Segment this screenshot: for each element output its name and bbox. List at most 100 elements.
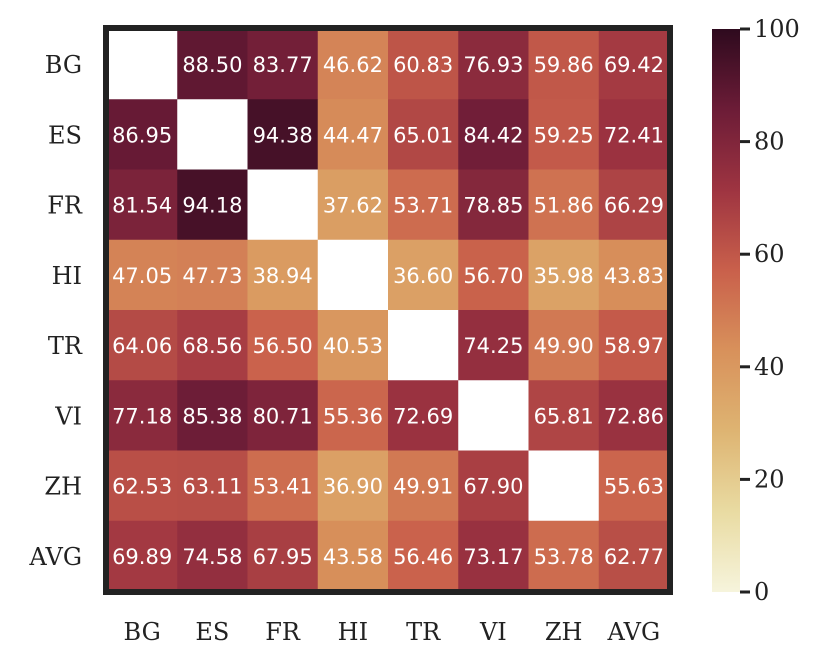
cell-value-label: 43.83 <box>604 264 664 288</box>
heatmap-cell <box>458 239 529 311</box>
cell-value-label: 62.77 <box>604 545 664 569</box>
cell-value-label: 69.89 <box>112 545 172 569</box>
cell-value-label: 68.56 <box>182 334 242 358</box>
cell-value-label: 35.98 <box>534 264 594 288</box>
cell-value-label: 53.41 <box>253 475 313 499</box>
column-label: BG <box>123 618 160 646</box>
cell-value-label: 51.86 <box>534 194 594 218</box>
heatmap-cell <box>177 99 248 170</box>
heatmap-cell <box>177 239 248 311</box>
heatmap-cell <box>107 380 178 451</box>
cell-value-label: 56.46 <box>393 545 453 569</box>
heatmap-cell <box>247 380 319 451</box>
heatmap-cell <box>528 169 600 241</box>
heatmap-cell <box>107 520 178 592</box>
heatmap-cell <box>317 520 389 592</box>
heatmap-cell <box>388 520 459 592</box>
colorbar-tick-label: 80 <box>754 128 785 156</box>
heatmap-cell <box>247 169 319 241</box>
cell-value-label: 59.25 <box>534 123 594 147</box>
cell-value-label: 60.83 <box>393 53 453 77</box>
cell-value-label: 81.54 <box>112 194 172 218</box>
cell-value-label: 66.29 <box>604 194 664 218</box>
colorbar-tick-label: 60 <box>754 240 785 268</box>
row-label: BG <box>45 51 82 79</box>
heatmap-cell <box>107 450 178 522</box>
heatmap-cell <box>458 520 529 592</box>
cell-value-label: 53.78 <box>534 545 594 569</box>
heatmap-cell <box>107 310 178 381</box>
cell-value-label: 86.95 <box>112 123 172 147</box>
row-label: HI <box>52 262 82 290</box>
row-label: ES <box>48 121 82 149</box>
cell-value-label: 47.05 <box>112 264 172 288</box>
column-label: TR <box>406 618 441 646</box>
heatmap-cell <box>528 99 600 170</box>
heatmap-cell <box>177 380 248 451</box>
colorbar-tick-label: 100 <box>754 15 800 43</box>
heatmap-cell <box>528 380 600 451</box>
cell-value-label: 78.85 <box>463 194 523 218</box>
heatmap-cell <box>598 169 670 241</box>
column-label: AVG <box>607 618 661 646</box>
cell-value-label: 40.53 <box>323 334 383 358</box>
heatmap-cell <box>528 29 600 100</box>
cell-value-label: 80.71 <box>253 404 313 428</box>
heatmap-cell <box>528 239 600 311</box>
cell-value-label: 67.90 <box>463 475 523 499</box>
heatmap-cell <box>388 310 459 381</box>
heatmap-cell <box>177 169 248 241</box>
cell-value-label: 36.90 <box>323 475 383 499</box>
heatmap-cell <box>247 29 319 100</box>
row-label: VI <box>54 402 82 430</box>
heatmap-cell <box>247 99 319 170</box>
row-label: FR <box>47 192 83 220</box>
heatmap-cell <box>598 99 670 170</box>
row-label: AVG <box>28 543 82 571</box>
column-label: ES <box>195 618 229 646</box>
cell-value-label: 55.63 <box>604 475 664 499</box>
heatmap-cell <box>598 520 670 592</box>
heatmap-cell <box>528 520 600 592</box>
colorbar-tick-label: 20 <box>754 465 785 493</box>
heatmap-cell <box>317 169 389 241</box>
colorbar-gradient <box>712 29 740 592</box>
heatmap-cell <box>317 239 389 311</box>
heatmap-cell <box>177 520 248 592</box>
heatmap-cell <box>458 310 529 381</box>
cell-value-label: 88.50 <box>182 53 242 77</box>
heatmap-cell <box>388 99 459 170</box>
heatmap-cell <box>247 520 319 592</box>
cell-value-label: 74.58 <box>182 545 242 569</box>
cell-value-label: 58.97 <box>604 334 664 358</box>
heatmap-frame <box>103 25 673 595</box>
column-label: HI <box>338 618 368 646</box>
heatmap-cell <box>317 310 389 381</box>
heatmap-cell <box>458 450 529 522</box>
heatmap-cell <box>107 29 178 100</box>
heatmap-cell <box>388 169 459 241</box>
row-label: ZH <box>44 473 82 501</box>
cell-value-label: 43.58 <box>323 545 383 569</box>
cell-value-label: 77.18 <box>112 404 172 428</box>
heatmap-cell <box>598 29 670 100</box>
heatmap-cell <box>598 239 670 311</box>
column-label: VI <box>479 618 507 646</box>
heatmap-cell <box>388 450 459 522</box>
cell-value-label: 85.38 <box>182 404 242 428</box>
cell-value-label: 76.93 <box>463 53 523 77</box>
heatmap-cell <box>458 169 529 241</box>
cell-value-label: 56.70 <box>463 264 523 288</box>
heatmap-cell <box>317 380 389 451</box>
heatmap-cell <box>177 29 248 100</box>
heatmap-cell <box>598 310 670 381</box>
heatmap-cell <box>247 310 319 381</box>
cell-value-label: 62.53 <box>112 475 172 499</box>
cell-value-label: 37.62 <box>323 194 383 218</box>
heatmap-cell <box>458 99 529 170</box>
cell-value-label: 65.81 <box>534 404 594 428</box>
heatmap-cell <box>247 239 319 311</box>
row-labels: BG ES FR HI TR VI ZH AVG <box>28 51 83 571</box>
cell-value-label: 83.77 <box>253 53 313 77</box>
heatmap-cells: 88.50 83.77 46.62 60.83 76.93 59.86 69.42 86.95… <box>107 29 670 592</box>
